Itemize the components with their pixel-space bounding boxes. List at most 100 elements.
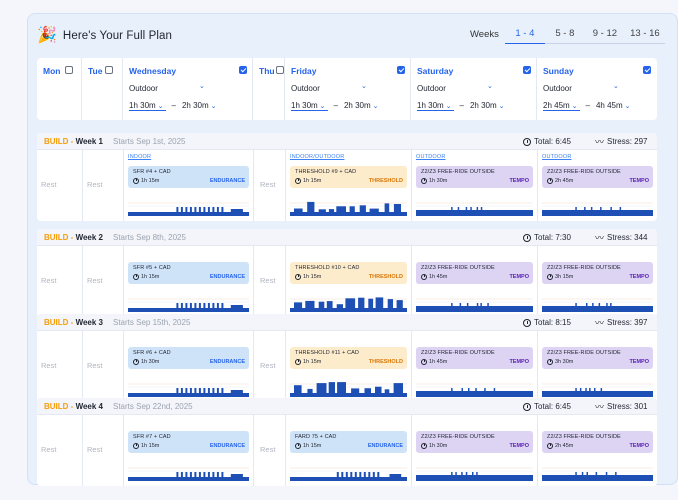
rest-day-label: Rest	[260, 276, 276, 285]
column-divider	[285, 150, 286, 221]
day-checkbox-wednesday[interactable]	[239, 66, 247, 74]
day-checkbox-mon[interactable]	[65, 66, 73, 74]
workout-name: Z2/Z3 FREE-RIDE OUTSIDE	[421, 434, 495, 440]
workout-card[interactable]: Z2/Z3 FREE-RIDE OUTSIDE 3h 30m TEMPO	[542, 347, 653, 369]
week-phase: BUILD - Week 1	[44, 137, 103, 146]
rest-day-label: Rest	[260, 361, 276, 370]
duration-from-value: 1h 30m	[129, 101, 156, 110]
workout-power-profile	[128, 192, 249, 216]
rest-day-label: Rest	[260, 180, 276, 189]
week-stress-value: Stress: 301	[607, 402, 648, 411]
workout-location-link[interactable]: OUTDOOR	[542, 154, 572, 160]
workout-duration: 1h 15m	[295, 274, 321, 280]
workout-duration-value: 1h 15m	[141, 178, 160, 184]
column-divider	[411, 331, 412, 402]
workout-duration-value: 1h 45m	[429, 274, 448, 280]
duration-from-value: 2h 45m	[543, 101, 570, 110]
ride-type-select[interactable]: Outdoor ⌄	[291, 83, 367, 93]
ride-type-value: Outdoor	[543, 84, 572, 93]
week-row: BUILD - Week 3 Starts Sep 15th, 2025 Total…	[37, 314, 657, 402]
tab-weeks-1-4[interactable]: 1 - 4	[504, 28, 545, 44]
workout-duration: 1h 45m	[421, 274, 447, 280]
chevron-down-icon: ⌄	[569, 103, 578, 110]
workout-power-profile	[416, 288, 533, 312]
workout-card[interactable]: Z2/Z3 FREE-RIDE OUTSIDE 1h 45m TEMPO	[416, 262, 533, 284]
duration-to-select[interactable]: 4h 45m ⌄	[596, 101, 631, 110]
chevron-down-icon: ⌄	[496, 103, 505, 110]
workout-type-badge: ENDURANCE	[209, 178, 245, 184]
clock-icon	[295, 443, 301, 449]
day-column-tue: Tue	[82, 58, 123, 120]
ride-type-select[interactable]: Outdoor ⌄	[543, 83, 619, 93]
workout-duration: 2h 45m	[547, 178, 573, 184]
workout-name: FARD 75 + CAD	[295, 434, 337, 440]
party-popper-icon: 🎉	[37, 27, 57, 44]
workout-name: Z2/Z3 FREE-RIDE OUTSIDE	[421, 265, 495, 271]
duration-to-select[interactable]: 2h 30m ⌄	[182, 101, 217, 110]
day-name: Sunday	[543, 66, 574, 76]
tab-weeks-13-16[interactable]: 13 - 16	[624, 28, 665, 44]
clock-icon	[133, 359, 139, 365]
workout-type-badge: ENDURANCE	[209, 359, 245, 365]
workout-power-profile	[416, 373, 533, 397]
workout-card[interactable]: Z2/Z3 FREE-RIDE OUTSIDE 1h 30m TEMPO	[416, 431, 533, 453]
week-total-value: Total: 7:30	[534, 233, 571, 242]
workout-card[interactable]: Z2/Z3 FREE-RIDE OUTSIDE 2h 45m TEMPO	[542, 431, 653, 453]
column-divider	[123, 150, 124, 221]
workout-card[interactable]: Z2/Z3 FREE-RIDE OUTSIDE 1h 45m TEMPO	[416, 347, 533, 369]
duration-to-select[interactable]: 2h 30m ⌄	[470, 101, 505, 110]
duration-to-select[interactable]: 2h 30m ⌄	[344, 101, 379, 110]
workout-duration: 1h 15m	[295, 443, 321, 449]
workout-card[interactable]: THRESHOLD #9 + CAD 1h 15m THRESHOLD	[290, 166, 407, 188]
workout-power-profile	[290, 192, 407, 216]
week-header: BUILD - Week 4 Starts Sep 22nd, 2025 Total…	[37, 398, 657, 415]
workout-card[interactable]: SFR #7 + CAD 1h 15m ENDURANCE	[128, 431, 249, 453]
workout-card[interactable]: Z2/Z3 FREE-RIDE OUTSIDE 2h 45m TEMPO	[542, 166, 653, 188]
day-name: Friday	[291, 66, 317, 76]
workout-location-link[interactable]: OUTDOOR	[416, 154, 446, 160]
day-checkbox-thu[interactable]	[276, 66, 284, 74]
workout-card[interactable]: FARD 75 + CAD 1h 15m ENDURANCE	[290, 431, 407, 453]
workout-card[interactable]: SFR #6 + CAD 1h 30m ENDURANCE	[128, 347, 249, 369]
workout-card[interactable]: THRESHOLD #11 + CAD 1h 15m THRESHOLD	[290, 347, 407, 369]
workout-type-badge: ENDURANCE	[209, 443, 245, 449]
week-phase: BUILD - Week 3	[44, 318, 103, 327]
ride-type-value: Outdoor	[291, 84, 320, 93]
ride-type-select[interactable]: Outdoor ⌄	[129, 83, 205, 93]
week-total: Total: 6:45	[523, 402, 571, 411]
day-checkbox-sunday[interactable]	[643, 66, 651, 74]
day-checkbox-friday[interactable]	[397, 66, 405, 74]
workout-card[interactable]: Z2/Z3 FREE-RIDE OUTSIDE 3h 15m TEMPO	[542, 262, 653, 284]
workout-duration-value: 1h 15m	[303, 359, 322, 365]
workout-duration: 1h 15m	[295, 178, 321, 184]
duration-from-select[interactable]: 2h 45m ⌄	[543, 101, 580, 111]
week-stress-value: Stress: 344	[607, 233, 648, 242]
day-checkbox-saturday[interactable]	[523, 66, 531, 74]
column-divider	[285, 246, 286, 317]
day-name: Wednesday	[129, 66, 177, 76]
week-stress-value: Stress: 297	[607, 137, 648, 146]
workout-card[interactable]: SFR #4 + CAD 1h 15m ENDURANCE	[128, 166, 249, 188]
workout-duration-value: 2h 45m	[555, 443, 574, 449]
ride-type-select[interactable]: Outdoor ⌄	[417, 83, 493, 93]
tab-weeks-5-8[interactable]: 5 - 8	[544, 28, 585, 44]
week-phase: BUILD - Week 2	[44, 233, 103, 242]
duration-from-select[interactable]: 1h 30m ⌄	[417, 101, 454, 111]
clock-icon	[523, 318, 531, 327]
workout-card[interactable]: SFR #5 + CAD 1h 15m ENDURANCE	[128, 262, 249, 284]
workout-name: Z2/Z3 FREE-RIDE OUTSIDE	[547, 434, 621, 440]
column-divider	[411, 150, 412, 221]
workout-location-link[interactable]: INDOOR/OUTDOOR	[290, 154, 345, 160]
column-divider	[123, 415, 124, 486]
day-checkbox-tue[interactable]	[105, 66, 113, 74]
duration-from-select[interactable]: 1h 30m ⌄	[291, 101, 328, 111]
workout-power-profile	[128, 288, 249, 312]
workout-card[interactable]: Z2/Z3 FREE-RIDE OUTSIDE 1h 30m TEMPO	[416, 166, 533, 188]
workout-card[interactable]: THRESHOLD #10 + CAD 1h 15m THRESHOLD	[290, 262, 407, 284]
column-divider	[123, 246, 124, 317]
workout-location-link[interactable]: INDOOR	[128, 154, 152, 160]
duration-from-select[interactable]: 1h 30m ⌄	[129, 101, 166, 111]
tab-weeks-9-12[interactable]: 9 - 12	[584, 28, 625, 44]
week-header: BUILD - Week 1 Starts Sep 1st, 2025 Total:…	[37, 133, 657, 150]
week-start-date: Starts Sep 22nd, 2025	[113, 402, 193, 411]
